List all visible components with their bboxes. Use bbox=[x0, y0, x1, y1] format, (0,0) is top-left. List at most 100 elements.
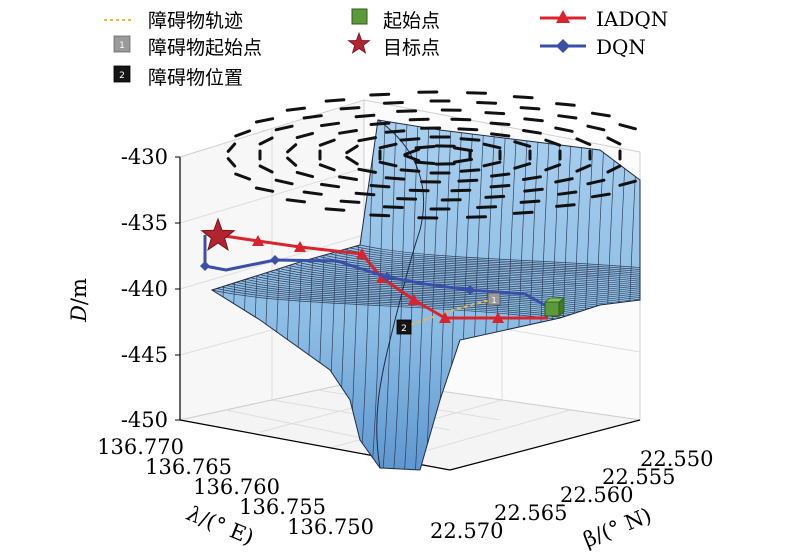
vector-arrow bbox=[523, 117, 544, 123]
vector-arrow bbox=[345, 155, 359, 166]
vector-arrow bbox=[408, 188, 430, 193]
vector-arrow bbox=[414, 145, 436, 150]
y-tick-label: 22.550 bbox=[640, 447, 713, 471]
vector-arrow bbox=[490, 172, 511, 178]
vector-arrow bbox=[369, 184, 391, 189]
svg-text:2: 2 bbox=[119, 71, 125, 81]
vector-arrow bbox=[396, 109, 418, 113]
vector-arrow bbox=[555, 203, 576, 208]
vector-arrow bbox=[399, 168, 421, 173]
vector-arrow bbox=[544, 138, 562, 147]
series-line-dqn bbox=[203, 235, 549, 309]
vector-arrow bbox=[369, 213, 391, 218]
vector-arrow bbox=[523, 187, 544, 193]
svg-text:障碍物轨迹: 障碍物轨迹 bbox=[148, 10, 243, 32]
series-point-iadqn bbox=[294, 241, 306, 252]
svg-text:起始点: 起始点 bbox=[383, 10, 440, 32]
z-axis-label: D/m bbox=[67, 278, 91, 323]
z-tick-label: -445 bbox=[121, 343, 168, 367]
series-point-iadqn bbox=[439, 312, 451, 323]
vector-arrow bbox=[226, 157, 237, 168]
svg-text:2: 2 bbox=[401, 324, 407, 334]
vector-arrow bbox=[618, 179, 637, 187]
vector-arrow bbox=[482, 142, 502, 150]
vector-arrow bbox=[274, 178, 294, 186]
vector-arrow bbox=[484, 111, 506, 116]
vector-arrow bbox=[519, 106, 541, 111]
vector-arrow bbox=[586, 178, 606, 186]
vector-arrow bbox=[457, 127, 479, 132]
start-marker bbox=[543, 297, 566, 317]
obstacle-vector-field bbox=[226, 90, 637, 220]
obstacle-start-marker: 1 bbox=[487, 292, 501, 306]
y-axis-label: β/(° N) bbox=[580, 503, 655, 552]
x-tick-label: 136.770 bbox=[97, 435, 184, 459]
vector-arrow bbox=[226, 142, 237, 153]
vector-arrow bbox=[555, 102, 576, 107]
x-tick-label: 136.755 bbox=[239, 495, 326, 519]
vector-arrow bbox=[459, 168, 481, 173]
x-tick-label: 136.760 bbox=[193, 475, 280, 499]
vector-arrow bbox=[345, 144, 359, 155]
vector-arrow bbox=[557, 114, 578, 120]
vector-arrow bbox=[482, 160, 502, 168]
svg-text:障碍物位置: 障碍物位置 bbox=[148, 67, 243, 89]
vector-arrow bbox=[302, 114, 323, 120]
vector-arrow bbox=[403, 147, 421, 156]
obstacle-position-marker: 2 bbox=[396, 319, 412, 335]
series-point-iadqn bbox=[408, 294, 420, 305]
legend-item-start: 起始点 bbox=[351, 8, 440, 32]
legend-item-iadqn: IADQN bbox=[540, 7, 668, 31]
vector-arrow bbox=[606, 164, 622, 174]
x-tick-label: 136.765 bbox=[145, 455, 232, 479]
y-tick-label: 22.565 bbox=[494, 501, 567, 525]
vector-arrow bbox=[324, 98, 346, 103]
vector-arrow bbox=[295, 170, 314, 179]
vector-arrow bbox=[338, 129, 358, 135]
series-layer bbox=[200, 231, 549, 323]
vector-arrow bbox=[522, 129, 542, 135]
y-tick-label: 22.555 bbox=[602, 465, 675, 489]
vector-arrow bbox=[490, 132, 511, 138]
vector-arrow bbox=[489, 121, 511, 126]
vector-arrow bbox=[403, 154, 421, 163]
vector-arrow bbox=[522, 175, 542, 181]
series-point-iadqn bbox=[252, 235, 264, 246]
svg-text:障碍物起始点: 障碍物起始点 bbox=[148, 37, 262, 59]
vector-arrow bbox=[258, 136, 274, 146]
vector-arrow bbox=[339, 106, 361, 111]
vector-arrow bbox=[354, 191, 376, 197]
vector-arrow bbox=[354, 113, 376, 119]
series-point-dqn bbox=[200, 261, 210, 271]
svg-text:1: 1 bbox=[119, 41, 125, 51]
svg-text:DQN: DQN bbox=[596, 35, 646, 59]
vector-arrow bbox=[575, 137, 592, 146]
vector-arrow bbox=[459, 137, 481, 142]
vector-arrow bbox=[286, 156, 298, 167]
vector-arrow bbox=[519, 199, 541, 204]
vector-arrow bbox=[274, 124, 294, 132]
vector-arrow bbox=[466, 215, 487, 219]
legend-item-obstacle-start: 1 障碍物起始点 bbox=[113, 35, 262, 59]
vector-arrow bbox=[295, 131, 314, 140]
vector-arrow bbox=[234, 172, 252, 181]
vector-arrow bbox=[357, 136, 377, 143]
vector-arrow bbox=[258, 164, 274, 174]
vector-arrow bbox=[590, 111, 611, 118]
vector-arrow bbox=[489, 184, 511, 189]
vector-arrow bbox=[476, 205, 498, 209]
vector-arrow bbox=[302, 190, 323, 196]
z-tick-label: -440 bbox=[121, 277, 168, 301]
vector-arrow bbox=[513, 140, 532, 148]
vector-arrow bbox=[369, 92, 391, 97]
vector-arrow bbox=[339, 199, 361, 204]
vector-arrow bbox=[484, 194, 506, 199]
vector-arrow bbox=[254, 186, 275, 193]
vector-arrow bbox=[286, 143, 298, 154]
vector-arrow bbox=[378, 142, 398, 150]
svg-text:目标点: 目标点 bbox=[383, 37, 440, 59]
legend: 障碍物轨迹 1 障碍物起始点 2 障碍物位置 起始点 目标点 IADQN bbox=[104, 7, 668, 89]
vector-arrow bbox=[357, 167, 377, 174]
vector-arrow bbox=[318, 163, 336, 172]
vector-arrow bbox=[408, 117, 430, 122]
